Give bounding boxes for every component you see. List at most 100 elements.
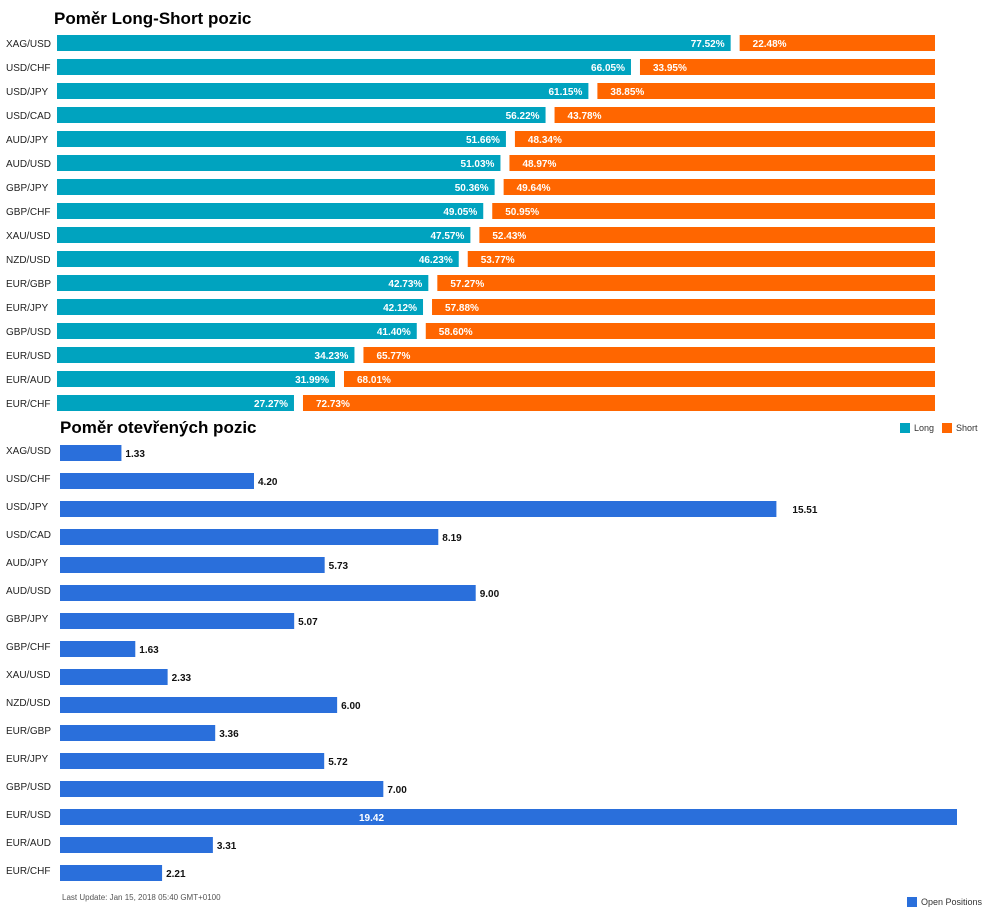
long-value-eur-usd: 34.23% [315,351,349,362]
open-bar-usd-cad [60,529,439,545]
short-value-eur-aud: 68.01% [357,375,391,386]
open-bar-nzd-usd [60,697,338,713]
long-value-usd-jpy: 61.15% [548,87,582,98]
long-value-gbp-chf: 49.05% [443,207,477,218]
long-bar-gbp-chf [57,203,484,219]
cat-label-xau-usd: XAU/USD [6,231,50,242]
short-bar-aud-usd [509,155,935,171]
open-bar-aud-usd [60,585,476,601]
open-bar-eur-usd [60,809,957,825]
short-value-gbp-jpy: 49.64% [517,183,551,194]
short-value-eur-usd: 65.77% [376,351,410,362]
cat-label-nzd-usd: NZD/USD [6,255,50,266]
legend-long-label: Long [914,423,935,433]
open-bar-gbp-jpy [60,613,295,629]
legend-short-label: Short [956,423,978,433]
open-cat-label-eur-usd: EUR/USD [6,810,51,821]
short-bar-gbp-jpy [503,179,935,195]
open-cat-label-aud-usd: AUD/USD [6,586,51,597]
short-bar-xag-usd [739,35,935,51]
long-bar-eur-gbp [57,275,429,291]
open-value-nzd-usd: 6.00 [341,701,361,712]
legend-short-swatch [942,423,953,433]
short-value-gbp-chf: 50.95% [505,207,539,218]
long-bar-aud-usd [57,155,501,171]
cat-label-gbp-usd: GBP/USD [6,327,51,338]
long-bar-gbp-jpy [57,179,495,195]
cat-label-gbp-chf: GBP/CHF [6,207,50,218]
long-value-xau-usd: 47.57% [430,231,464,242]
legend-long: Long [900,423,934,433]
short-value-nzd-usd: 53.77% [481,255,515,266]
long-value-gbp-jpy: 50.36% [455,183,489,194]
long-bar-eur-aud [57,371,335,387]
long-bar-eur-usd [57,347,355,363]
legend-bottom: Open Positions [907,897,985,907]
legend-open-positions-swatch [907,897,917,907]
long-bar-nzd-usd [57,251,459,267]
short-value-aud-jpy: 48.34% [528,135,562,146]
long-value-gbp-usd: 41.40% [377,327,411,338]
chart1-title: Poměr Long-Short pozic [54,9,252,28]
cat-label-eur-chf: EUR/CHF [6,399,50,410]
long-short-chart: XAG/USD 77.52% 22.48% USD/CHF 66.05% 33.95% US… [6,35,935,411]
open-value-eur-usd: 19.42 [359,813,384,824]
long-bar-eur-chf [57,395,294,411]
open-bar-gbp-chf [60,641,136,657]
cat-label-usd-chf: USD/CHF [6,63,50,74]
short-bar-usd-chf [639,59,935,75]
open-cat-label-gbp-jpy: GBP/JPY [6,614,49,625]
open-value-eur-chf: 2.21 [166,869,186,880]
open-value-xau-usd: 2.33 [172,673,192,684]
open-cat-label-xag-usd: XAG/USD [6,446,51,457]
open-bar-aud-jpy [60,557,325,573]
open-cat-label-usd-jpy: USD/JPY [6,502,49,513]
open-bar-xau-usd [60,669,168,685]
long-value-aud-usd: 51.03% [461,159,495,170]
legend-short: Short [942,423,978,433]
open-value-usd-cad: 8.19 [442,533,462,544]
short-value-eur-chf: 72.73% [316,399,350,410]
open-bar-eur-gbp [60,725,216,741]
short-value-eur-gbp: 57.27% [450,279,484,290]
long-bar-usd-chf [57,59,631,75]
open-value-aud-jpy: 5.73 [329,561,349,572]
short-value-eur-jpy: 57.88% [445,303,479,314]
open-value-gbp-usd: 7.00 [387,785,407,796]
short-bar-eur-gbp [437,275,935,291]
long-value-eur-jpy: 42.12% [383,303,417,314]
legend-top: Long Short [900,423,985,433]
long-bar-aud-jpy [57,131,506,147]
open-value-xag-usd: 1.33 [125,449,145,460]
short-bar-gbp-usd [425,323,935,339]
short-value-usd-jpy: 38.85% [610,87,644,98]
short-bar-eur-chf [302,395,935,411]
open-cat-label-eur-aud: EUR/AUD [6,838,51,849]
open-value-eur-jpy: 5.72 [328,757,348,768]
open-cat-label-eur-gbp: EUR/GBP [6,726,51,737]
long-value-eur-chf: 27.27% [254,399,288,410]
long-bar-gbp-usd [57,323,417,339]
open-positions-chart: XAG/USD 1.33 USD/CHF 4.20 USD/JPY 15.51 USD/CA… [6,445,957,881]
open-cat-label-eur-chf: EUR/CHF [6,866,50,877]
open-value-usd-jpy: 15.51 [792,505,817,516]
open-value-usd-chf: 4.20 [258,477,278,488]
chart2-title: Poměr otevřených pozic [60,418,257,437]
open-bar-gbp-usd [60,781,384,797]
long-bar-xag-usd [57,35,731,51]
legend-open-positions-label: Open Positions [921,897,983,907]
long-value-eur-gbp: 42.73% [388,279,422,290]
short-value-gbp-usd: 58.60% [439,327,473,338]
last-update-note: Last Update: Jan 15, 2018 05:40 GMT+0100 [62,893,221,902]
open-bar-usd-chf [60,473,254,489]
open-cat-label-usd-chf: USD/CHF [6,474,50,485]
short-bar-gbp-chf [492,203,935,219]
short-bar-usd-jpy [597,83,935,99]
short-bar-usd-cad [554,107,935,123]
cat-label-eur-usd: EUR/USD [6,351,51,362]
open-bar-eur-jpy [60,753,325,769]
open-value-aud-usd: 9.00 [480,589,500,600]
short-bar-eur-jpy [432,299,935,315]
open-value-eur-gbp: 3.36 [219,729,239,740]
open-cat-label-usd-cad: USD/CAD [6,530,51,541]
